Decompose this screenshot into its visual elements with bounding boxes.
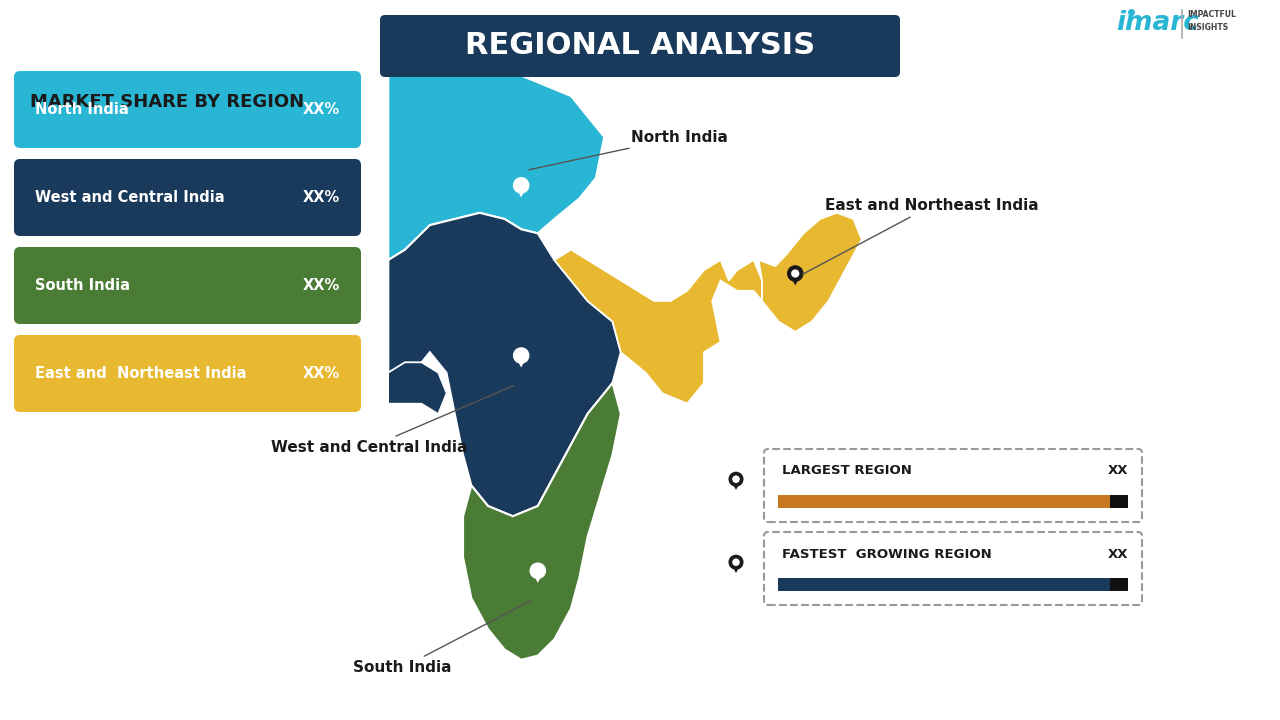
Text: LARGEST REGION: LARGEST REGION [782, 464, 911, 477]
Text: REGIONAL ANALYSIS: REGIONAL ANALYSIS [465, 32, 815, 60]
Circle shape [733, 559, 739, 565]
Text: XX%: XX% [303, 102, 340, 117]
Polygon shape [759, 213, 861, 332]
Text: North India: North India [35, 102, 129, 117]
Polygon shape [554, 250, 762, 403]
Polygon shape [730, 562, 742, 573]
Text: East and  Northeast India: East and Northeast India [35, 366, 247, 381]
FancyBboxPatch shape [764, 532, 1142, 605]
FancyBboxPatch shape [14, 71, 361, 148]
Circle shape [792, 270, 799, 277]
Text: West and Central India: West and Central India [271, 386, 513, 455]
FancyBboxPatch shape [14, 159, 361, 236]
Circle shape [730, 472, 742, 486]
Polygon shape [788, 274, 801, 286]
Text: MARKET SHARE BY REGION: MARKET SHARE BY REGION [29, 93, 305, 111]
Text: XX%: XX% [303, 278, 340, 293]
Polygon shape [463, 383, 621, 660]
Text: FASTEST  GROWING REGION: FASTEST GROWING REGION [782, 547, 992, 560]
FancyBboxPatch shape [380, 15, 900, 77]
Circle shape [787, 266, 803, 281]
Text: East and Northeast India: East and Northeast India [803, 198, 1039, 274]
Text: South India: South India [353, 601, 530, 675]
Circle shape [733, 476, 739, 482]
Text: imarc: imarc [1116, 10, 1199, 36]
FancyBboxPatch shape [1110, 578, 1128, 591]
Text: IMPACTFUL
INSIGHTS: IMPACTFUL INSIGHTS [1187, 10, 1236, 32]
Text: West and Central India: West and Central India [35, 190, 224, 205]
FancyBboxPatch shape [14, 335, 361, 412]
FancyBboxPatch shape [14, 247, 361, 324]
Polygon shape [730, 480, 742, 490]
Circle shape [530, 563, 545, 578]
Polygon shape [515, 356, 527, 367]
Text: South India: South India [35, 278, 131, 293]
FancyBboxPatch shape [764, 449, 1142, 522]
Polygon shape [388, 55, 604, 260]
Circle shape [513, 348, 529, 363]
Text: North India: North India [529, 130, 728, 170]
Circle shape [534, 567, 541, 574]
Circle shape [518, 182, 525, 189]
Circle shape [518, 352, 525, 359]
Text: XX%: XX% [303, 366, 340, 381]
Polygon shape [388, 362, 447, 414]
Polygon shape [515, 185, 527, 197]
Circle shape [513, 178, 529, 193]
Text: XX: XX [1107, 547, 1128, 560]
Circle shape [730, 555, 742, 569]
FancyBboxPatch shape [778, 578, 1128, 591]
Text: XX%: XX% [303, 190, 340, 205]
FancyBboxPatch shape [1110, 495, 1128, 508]
Polygon shape [531, 571, 544, 582]
Text: XX: XX [1107, 464, 1128, 477]
Polygon shape [388, 213, 621, 516]
FancyBboxPatch shape [778, 495, 1128, 508]
